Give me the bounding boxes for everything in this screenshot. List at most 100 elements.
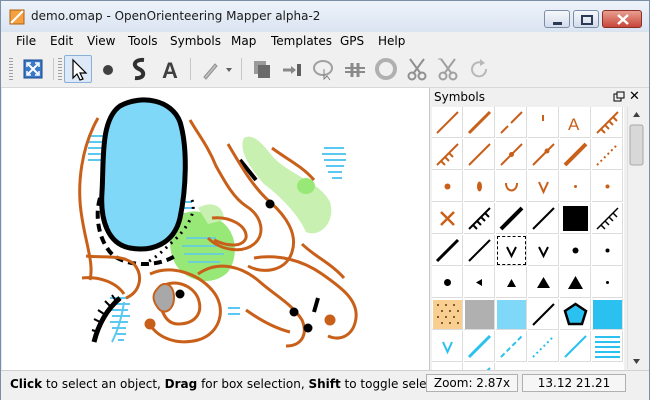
symbol-swatch[interactable] [560,171,591,202]
symbol-swatch[interactable] [432,363,463,370]
menu-tools[interactable]: Tools [128,34,158,48]
symbol-swatch[interactable] [464,331,495,362]
symbol-swatch[interactable] [560,203,591,234]
symbol-swatch[interactable] [432,267,463,298]
symbol-swatch[interactable] [528,139,559,170]
symbol-swatch[interactable] [560,235,591,266]
symbol-swatch[interactable] [496,267,527,298]
scissors-hole-button[interactable] [434,55,462,83]
symbol-swatch[interactable] [592,267,623,298]
symbol-swatch[interactable] [528,267,559,298]
draw-point-tool-button[interactable] [95,55,123,83]
svg-text:A: A [568,115,580,134]
symbol-swatch[interactable] [592,331,623,362]
toolbar-grip[interactable] [9,58,13,80]
cut-hole-icon [375,58,397,80]
menu-view[interactable]: View [87,34,116,48]
symbol-swatch[interactable] [592,203,623,234]
menu-symbols[interactable]: Symbols [170,34,221,48]
title-bar[interactable]: demo.omap - OpenOrienteering Mapper alph… [1,1,649,32]
symbol-swatch[interactable] [496,171,527,202]
switch-symbol-icon [283,64,301,76]
symbols-panel-title: Symbols [434,90,485,104]
map-canvas[interactable] [2,88,429,371]
scissors-button[interactable] [403,55,431,83]
switch-symbol-button[interactable] [279,55,307,83]
symbol-swatch[interactable] [464,139,495,170]
symbol-swatch[interactable] [432,139,463,170]
symbol-swatch[interactable] [432,235,463,266]
symbol-swatch[interactable] [528,299,559,330]
symbol-swatch[interactable] [528,171,559,202]
scroll-up-icon [633,112,640,117]
menu-map[interactable]: Map [231,34,257,48]
symbol-swatch[interactable] [528,235,559,266]
symbol-swatch[interactable] [464,299,495,330]
track-path [95,197,180,267]
symbol-swatch[interactable] [560,299,591,330]
symbol-swatch[interactable] [496,139,527,170]
symbol-swatch[interactable] [496,203,527,234]
menu-templates[interactable]: Templates [271,34,333,48]
scroll-thumb [629,124,644,166]
pencil-tool-button[interactable] [196,55,236,83]
rotate-button[interactable] [465,55,493,83]
close-panel-icon[interactable]: ✕ [629,89,640,104]
symbol-swatch[interactable] [496,331,527,362]
minimize-icon [553,22,562,25]
draw-text-tool-button[interactable]: A [157,55,185,83]
maximize-button[interactable] [573,10,599,28]
minimize-button[interactable] [544,10,570,28]
symbol-swatch[interactable] [496,299,527,330]
fill-border-button[interactable] [310,55,338,83]
symbol-swatch[interactable] [432,107,463,138]
menu-help[interactable]: Help [378,34,406,48]
cliff-left [91,296,122,343]
symbol-swatch[interactable] [464,235,495,266]
contour-lines [78,117,358,348]
symbol-swatch[interactable] [592,171,623,202]
symbol-swatch[interactable] [592,235,623,266]
symbol-swatch[interactable] [528,203,559,234]
scissors-icon [407,58,427,81]
draw-path-tool-button[interactable] [126,55,154,83]
cut-tool-button[interactable] [341,55,369,83]
symbol-swatch[interactable] [528,331,559,362]
symbol-swatch[interactable] [432,171,463,202]
symbol-swatch[interactable] [592,107,623,138]
symbol-swatch[interactable] [560,331,591,362]
maximize-icon [581,15,593,25]
duplicate-button[interactable] [248,55,276,83]
toolbar-grip[interactable] [58,58,62,80]
symbol-swatch[interactable] [592,139,623,170]
symbol-swatch[interactable] [464,203,495,234]
menu-edit[interactable]: Edit [50,34,74,48]
app-icon [9,9,25,25]
small-cliff [312,297,320,313]
open-land-area [242,136,332,234]
symbol-swatch[interactable] [432,203,463,234]
symbol-swatch[interactable] [464,171,495,202]
cut-hole-button[interactable] [372,55,400,83]
symbol-swatch[interactable] [464,363,495,370]
show-whole-map-button[interactable] [19,55,47,83]
symbol-swatch[interactable] [464,267,495,298]
symbol-swatch[interactable]: A [560,107,591,138]
menu-file[interactable]: File [16,34,37,48]
fill-border-icon [313,60,333,81]
svg-text:A: A [162,58,178,83]
close-button[interactable] [602,10,642,28]
float-panel-icon[interactable] [613,91,625,103]
symbol-list-scrollbar[interactable] [627,107,645,369]
edit-objects-tool-button[interactable] [64,55,92,83]
symbol-swatch[interactable] [592,299,623,330]
symbol-swatch[interactable] [560,139,591,170]
symbol-swatch[interactable] [432,331,463,362]
symbol-swatch[interactable] [528,107,559,138]
symbol-swatch[interactable] [496,235,527,266]
symbol-swatch[interactable] [432,299,463,330]
menu-gps[interactable]: GPS [340,34,365,48]
symbol-swatch[interactable] [560,267,591,298]
symbol-swatch[interactable] [464,107,495,138]
symbol-swatch[interactable] [496,107,527,138]
